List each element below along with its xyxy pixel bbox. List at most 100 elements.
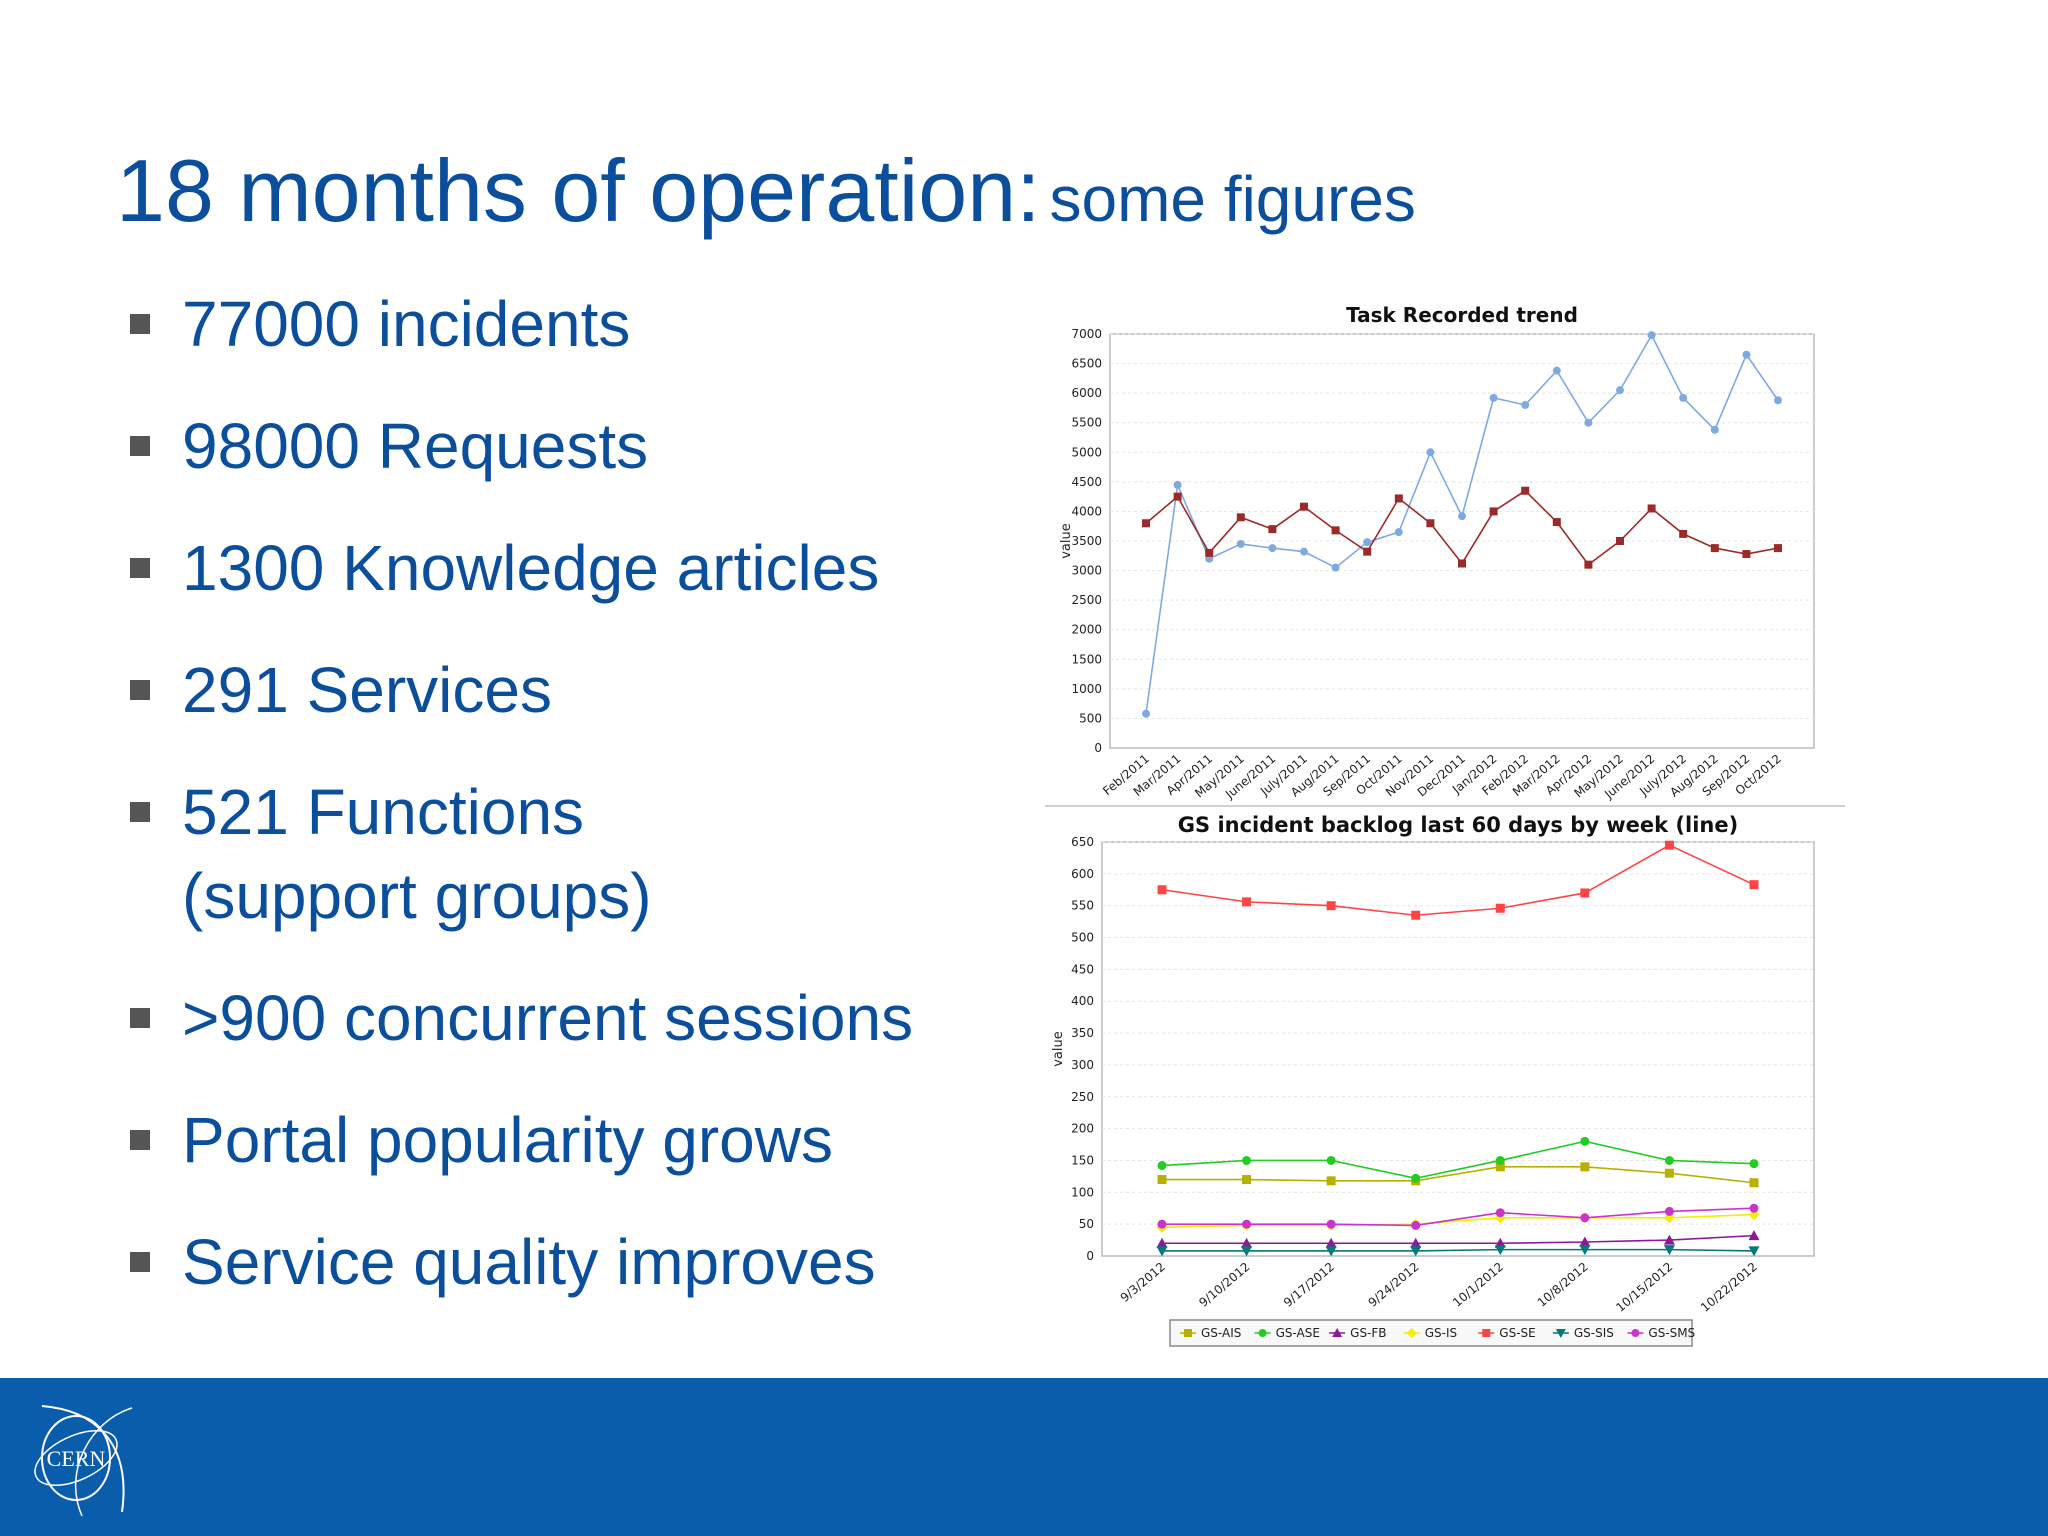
y-tick-label: 2500	[1071, 593, 1102, 607]
series-line	[1162, 1166, 1755, 1184]
bullet-text: 521 Functions	[182, 776, 585, 848]
data-point	[1664, 1155, 1674, 1165]
series-line	[1161, 1213, 1755, 1229]
y-tick-label: 3500	[1071, 534, 1102, 548]
series-line	[1162, 1234, 1755, 1245]
y-tick-label: 400	[1071, 994, 1094, 1008]
data-point	[1173, 492, 1182, 501]
bullet-item: Portal popularity grows	[128, 1098, 913, 1182]
series-line	[1161, 1140, 1755, 1180]
data-point	[1495, 1162, 1505, 1172]
x-tick-label: 10/15/2012	[1613, 1260, 1675, 1315]
data-point	[1363, 538, 1372, 547]
y-tick-label: 200	[1071, 1122, 1094, 1136]
data-point	[1579, 1245, 1591, 1256]
legend-marker	[1406, 1328, 1417, 1338]
x-tick-label: 9/10/2012	[1196, 1260, 1252, 1310]
data-point	[1552, 366, 1561, 375]
data-point	[1326, 901, 1336, 911]
data-point	[1156, 1237, 1168, 1248]
data-point	[1584, 418, 1593, 427]
legend-marker	[1258, 1329, 1267, 1337]
data-point	[1326, 1155, 1336, 1165]
y-tick-label: 6500	[1071, 357, 1102, 371]
data-point	[1157, 1175, 1167, 1185]
data-point	[1458, 512, 1466, 521]
data-point	[1616, 537, 1624, 545]
data-point	[1580, 1136, 1590, 1146]
chart-title: Task Recorded trend	[1346, 303, 1578, 327]
slide-title-main: 18 months of operation:	[116, 141, 1041, 240]
data-point	[1426, 519, 1435, 528]
data-point	[1495, 903, 1505, 913]
data-point	[1325, 1237, 1337, 1248]
legend-entry: GS-IS	[1425, 1326, 1457, 1340]
data-point	[1580, 888, 1590, 898]
data-point	[1241, 1246, 1253, 1257]
bullet-text: >900 concurrent sessions	[182, 982, 914, 1054]
x-tick-label: 9/3/2012	[1118, 1260, 1168, 1305]
y-tick-label: 450	[1071, 962, 1094, 976]
y-tick-label: 0	[1094, 741, 1102, 755]
data-point	[1679, 529, 1688, 538]
y-tick-label: 3000	[1071, 564, 1102, 578]
y-axis-label: value	[1051, 1031, 1066, 1067]
bullet-item: >900 concurrent sessions	[128, 976, 913, 1060]
data-point	[1241, 1237, 1253, 1248]
data-point	[1268, 544, 1277, 553]
data-point	[1142, 519, 1150, 528]
bullet-text: Service quality improves	[182, 1226, 876, 1298]
bullet-item: 77000 incidents	[128, 282, 913, 366]
data-point	[1664, 1168, 1674, 1178]
data-point	[1489, 393, 1498, 402]
data-point	[1156, 1246, 1168, 1257]
data-point	[1394, 494, 1403, 503]
y-tick-label: 4500	[1071, 475, 1102, 489]
bullet-item: 291 Services	[128, 648, 913, 732]
footer-bar	[0, 1378, 2048, 1536]
data-point	[1205, 548, 1214, 557]
data-point	[1363, 547, 1372, 556]
bullet-square-icon	[130, 1252, 150, 1272]
x-tick-label: 10/8/2012	[1535, 1260, 1591, 1310]
data-point	[1710, 544, 1719, 553]
data-point	[1426, 448, 1435, 457]
data-point	[1236, 539, 1245, 548]
y-tick-label: 350	[1071, 1026, 1094, 1040]
data-point	[1679, 393, 1688, 402]
data-point	[1749, 880, 1759, 890]
data-point	[1663, 1245, 1675, 1256]
bullet-square-icon	[130, 558, 150, 578]
svg-text:CERN: CERN	[47, 1446, 106, 1471]
y-tick-label: 550	[1071, 899, 1094, 913]
bullet-text: 1300 Knowledge articles	[182, 532, 880, 604]
legend-marker	[1332, 1328, 1343, 1337]
y-axis-label: value	[1059, 523, 1074, 559]
legend-marker	[1482, 1329, 1491, 1337]
data-point	[1584, 560, 1593, 569]
bullet-square-icon	[130, 802, 150, 822]
data-point	[1663, 1212, 1675, 1224]
legend-entry: GS-FB	[1350, 1326, 1386, 1340]
y-tick-label: 100	[1071, 1185, 1094, 1199]
bullet-text: 291 Services	[182, 654, 552, 726]
data-point	[1774, 544, 1782, 553]
data-point	[1580, 1213, 1590, 1223]
data-point	[1521, 486, 1530, 495]
data-point	[1521, 400, 1530, 409]
data-point	[1300, 547, 1308, 556]
data-point	[1748, 1246, 1760, 1257]
data-point	[1742, 550, 1751, 559]
data-point	[1411, 1220, 1421, 1230]
data-point	[1410, 1246, 1422, 1257]
data-point	[1748, 1209, 1760, 1221]
data-point	[1749, 1178, 1759, 1188]
y-tick-label: 50	[1079, 1217, 1094, 1231]
bullet-text: Portal popularity grows	[182, 1104, 833, 1176]
y-tick-label: 7000	[1071, 327, 1102, 341]
bullet-square-icon	[130, 680, 150, 700]
cern-logo: CERN	[34, 1405, 133, 1517]
y-tick-label: 150	[1071, 1153, 1094, 1167]
x-tick-label: 9/17/2012	[1281, 1260, 1337, 1310]
data-point	[1242, 1155, 1252, 1165]
